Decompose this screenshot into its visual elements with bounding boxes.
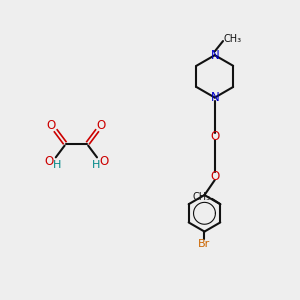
Text: O: O: [47, 119, 56, 132]
Text: O: O: [99, 155, 108, 168]
Text: CH₃: CH₃: [193, 192, 211, 203]
Text: H: H: [52, 160, 61, 170]
Text: H: H: [92, 160, 100, 170]
Text: N: N: [210, 91, 219, 104]
Text: CH₃: CH₃: [224, 34, 242, 44]
Text: N: N: [210, 49, 219, 62]
Text: O: O: [97, 119, 106, 132]
Text: O: O: [210, 130, 219, 143]
Text: O: O: [210, 170, 219, 183]
Text: O: O: [44, 155, 54, 168]
Text: Br: Br: [198, 239, 211, 249]
